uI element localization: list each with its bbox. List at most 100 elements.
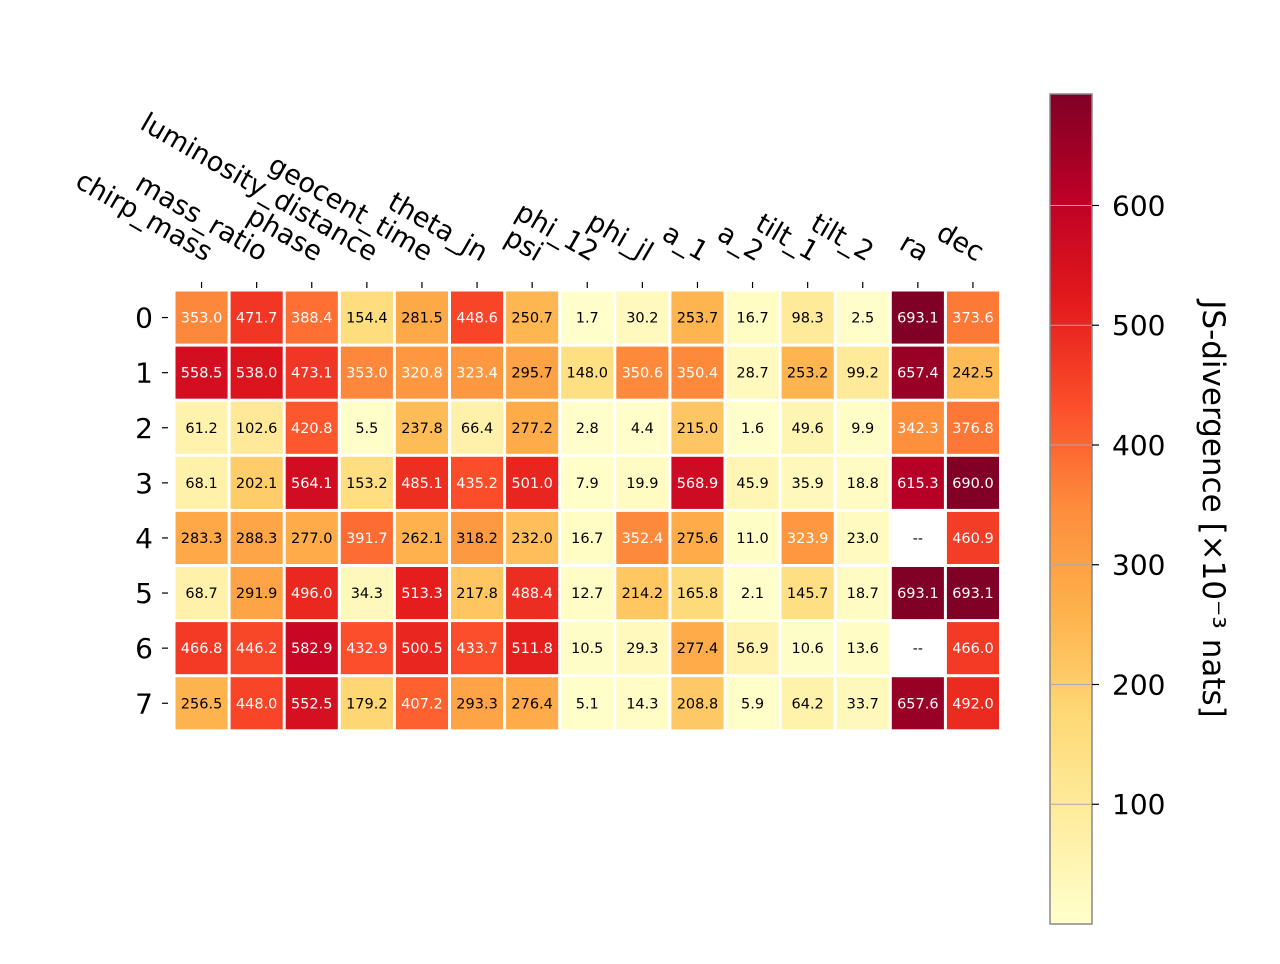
heatmap-cell [561, 291, 614, 344]
cell-value-label: 1.6 [741, 421, 764, 437]
cell-value-label: 353.0 [181, 311, 223, 327]
cell-value-label: 420.8 [291, 421, 333, 437]
cell-value-label: 693.1 [952, 586, 994, 602]
cell-value-label: 4.4 [631, 421, 654, 437]
cell-value-label: 23.0 [847, 531, 879, 547]
heatmap-cell [285, 291, 338, 344]
cell-value-label: 281.5 [401, 311, 443, 327]
heatmap-cell [340, 511, 393, 564]
heatmap-cell [781, 511, 834, 564]
colorbar-tick-label: 400 [1112, 429, 1165, 462]
cell-value-label: 615.3 [897, 476, 939, 492]
cell-value-label: 45.9 [736, 476, 768, 492]
cell-value-label: 568.9 [677, 476, 719, 492]
cell-value-label: 582.9 [291, 641, 333, 657]
cell-value-label: 275.6 [677, 531, 719, 547]
heatmap-cell [230, 346, 283, 399]
cell-value-label: 407.2 [401, 696, 443, 712]
heatmap-cell [726, 346, 779, 399]
heatmap-cell [395, 291, 448, 344]
cell-value-label: 154.4 [346, 311, 388, 327]
cell-value-label: 466.0 [952, 641, 994, 657]
cell-value-label: 283.3 [181, 531, 223, 547]
column-label: ra [894, 227, 933, 268]
cell-value-label: 148.0 [566, 366, 608, 382]
cell-value-label: 295.7 [511, 366, 553, 382]
heatmap-cell [671, 511, 724, 564]
cell-value-label: 68.7 [185, 586, 217, 602]
cell-value-label: 30.2 [626, 311, 658, 327]
cell-value-label: 448.0 [236, 696, 278, 712]
cell-value-label: 153.2 [346, 476, 388, 492]
heatmap-cell [726, 511, 779, 564]
cell-value-label: 293.3 [456, 696, 498, 712]
heatmap-cell [451, 677, 504, 730]
colorbar-tick-label: 300 [1112, 549, 1165, 582]
cell-value-label: 253.7 [677, 311, 719, 327]
cell-value-label: 56.9 [736, 641, 768, 657]
cell-value-label: 350.4 [677, 366, 719, 382]
cell-value-label: 232.0 [511, 531, 553, 547]
heatmap-cell [230, 622, 283, 675]
heatmap-cell [836, 622, 889, 675]
cell-value-label: 256.5 [181, 696, 223, 712]
heatmap-cell [946, 456, 999, 509]
cell-value-label: 353.0 [346, 366, 388, 382]
heatmap-cell [616, 567, 669, 620]
heatmap-cell [616, 401, 669, 454]
column-label: tilt_2 [805, 208, 878, 268]
row-label: 0 [135, 302, 153, 335]
cell-value-label: 14.3 [626, 696, 658, 712]
heatmap-cell [285, 567, 338, 620]
cell-value-label: 202.1 [236, 476, 278, 492]
row-label: 2 [135, 412, 153, 445]
cell-value-label: 208.8 [677, 696, 719, 712]
cell-value-label: 16.7 [571, 531, 603, 547]
heatmap-cell [561, 622, 614, 675]
cell-value-label: 2.1 [741, 586, 764, 602]
heatmap-cell [781, 401, 834, 454]
cell-value-label: 693.1 [897, 586, 939, 602]
cell-value-label: 473.1 [291, 366, 333, 382]
cell-value-label: 376.8 [952, 421, 994, 437]
cell-value-label: 657.6 [897, 696, 939, 712]
heatmap-cell [285, 401, 338, 454]
cell-value-label: 433.7 [456, 641, 498, 657]
heatmap-cell [671, 677, 724, 730]
cell-value-label: 16.7 [736, 311, 768, 327]
heatmap-cell [506, 677, 559, 730]
heatmap-cell [726, 401, 779, 454]
row-label: 1 [135, 357, 153, 390]
heatmap-cell [561, 511, 614, 564]
cell-value-label: 690.0 [952, 476, 994, 492]
cell-value-label: 253.2 [787, 366, 829, 382]
heatmap-cell [946, 346, 999, 399]
cell-value-label: 350.6 [622, 366, 664, 382]
cell-value-label: 511.8 [511, 641, 553, 657]
heatmap-cell [395, 401, 448, 454]
heatmap-cell [561, 346, 614, 399]
heatmap-cell [451, 401, 504, 454]
cell-value-label: 538.0 [236, 366, 278, 382]
heatmap-cell [395, 511, 448, 564]
heatmap-cell [451, 291, 504, 344]
heatmap-cell [836, 567, 889, 620]
column-label: phi_jl [582, 206, 658, 268]
row-label: 6 [135, 632, 153, 665]
missing-value-label: -- [913, 641, 923, 657]
cell-value-label: 102.6 [236, 421, 278, 437]
row-label: 7 [135, 687, 153, 720]
cell-value-label: 2.5 [851, 311, 874, 327]
heatmap-cell [561, 567, 614, 620]
heatmap-cell [946, 401, 999, 454]
colorbar-tick-label: 100 [1112, 788, 1165, 821]
heatmap-cell [616, 291, 669, 344]
heatmap-cell [946, 567, 999, 620]
heatmap-cell [395, 677, 448, 730]
cell-value-label: 501.0 [511, 476, 553, 492]
heatmap-cell [616, 456, 669, 509]
heatmap-cell [340, 677, 393, 730]
heatmap-cell [175, 567, 228, 620]
